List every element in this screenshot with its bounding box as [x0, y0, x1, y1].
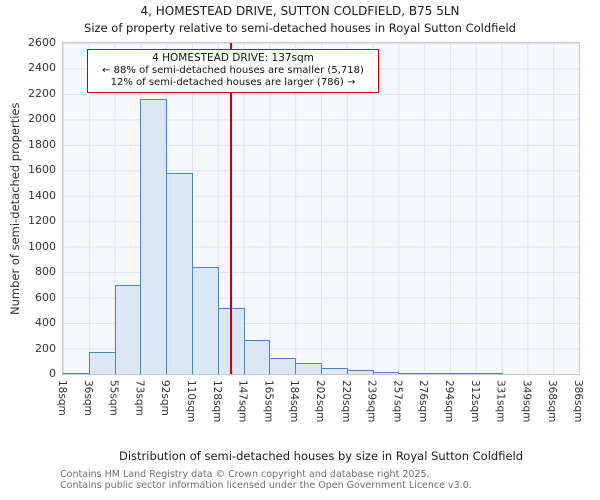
annotation-larger-stat: 12% of semi-detached houses are larger (… — [110, 77, 356, 88]
y-axis-tick-labels: 0 200 400 600 800 1000 1200 1400 1600 1800 2000 220… — [0, 37, 56, 380]
y-axis-tick-label: 1000 — [28, 239, 56, 253]
x-axis-tick-label: 18sqm — [56, 380, 68, 416]
y-axis-tick-label: 2400 — [28, 61, 56, 75]
x-axis-tick-label: 147sqm — [236, 380, 249, 423]
histogram-bar — [346, 370, 374, 374]
x-axis-tick-label: 36sqm — [81, 380, 94, 416]
annotation-property-size: 4 HOMESTEAD DRIVE: 137sqm — [152, 52, 314, 64]
annotation-smaller-stat: ← 88% of semi-detached houses are smalle… — [102, 65, 364, 76]
y-axis-tick-label: 1200 — [28, 214, 56, 228]
y-axis-tick-label: 2000 — [28, 112, 56, 126]
y-axis-tick-label: 200 — [35, 341, 56, 355]
x-axis-tick-label: 128sqm — [210, 380, 223, 423]
plot-area: 4 HOMESTEAD DRIVE: 137sqm ← 88% of semi-… — [62, 42, 580, 375]
x-axis-tick-label: 220sqm — [339, 380, 352, 423]
y-axis-tick-label: 800 — [35, 265, 56, 279]
x-axis-tick-label: 368sqm — [546, 380, 559, 423]
x-axis-label: Distribution of semi-detached houses by … — [118, 449, 524, 463]
histogram-bar — [63, 372, 90, 374]
x-axis-tick-label: 349sqm — [520, 380, 533, 423]
histogram-bar — [372, 372, 400, 374]
x-axis-tick-label: 165sqm — [262, 380, 275, 423]
histogram-bar — [269, 358, 297, 374]
x-axis-tick-label: 257sqm — [391, 380, 404, 423]
x-axis-tick-label: 276sqm — [417, 380, 430, 423]
histogram-bar — [424, 373, 451, 374]
histogram-bar — [475, 373, 503, 374]
histogram-bar — [450, 373, 477, 374]
x-axis-tick-label: 55sqm — [107, 380, 120, 416]
x-axis-tick-label: 184sqm — [288, 380, 301, 423]
histogram-bar — [140, 99, 168, 374]
histogram-bar — [243, 340, 271, 374]
y-axis-tick-label: 1400 — [28, 188, 56, 202]
annotation-box: 4 HOMESTEAD DRIVE: 137sqm ← 88% of semi-… — [87, 49, 379, 93]
attribution-footer: Contains HM Land Registry data © Crown c… — [60, 469, 590, 491]
x-axis-tick-label: 294sqm — [443, 380, 455, 423]
y-axis-tick-label: 2200 — [28, 86, 56, 100]
histogram-bar — [295, 363, 322, 374]
y-axis-tick-label: 1600 — [28, 163, 56, 177]
x-axis-tick-label: 202sqm — [314, 380, 326, 423]
histogram-bar — [114, 284, 142, 374]
x-axis-tick-label: 312sqm — [468, 380, 481, 423]
histogram-bar — [398, 372, 426, 374]
chart-title: 4, HOMESTEAD DRIVE, SUTTON COLDFIELD, B7… — [140, 4, 460, 18]
attribution-line-1: Contains HM Land Registry data © Crown c… — [60, 469, 430, 480]
x-axis-tick-label: 331sqm — [494, 380, 507, 423]
histogram-bar — [192, 267, 219, 374]
histogram-bar — [166, 172, 193, 374]
x-axis-tick-label: 110sqm — [185, 380, 197, 423]
x-axis-tick-label: 92sqm — [159, 380, 172, 416]
y-axis-tick-label: 400 — [35, 316, 56, 330]
property-size-marker-line — [229, 43, 232, 374]
x-axis-tick-labels: 18sqm 36sqm 55sqm 73sqm 92sqm 110sqm 128sqm 147… — [56, 380, 584, 444]
histogram-bar — [88, 351, 116, 374]
x-axis-tick-label: 73sqm — [133, 380, 146, 416]
attribution-line-2: Contains public sector information licen… — [60, 480, 472, 491]
y-axis-tick-label: 600 — [35, 290, 56, 304]
y-axis-tick-label: 1800 — [28, 137, 56, 151]
histogram-bar — [321, 367, 348, 374]
chart-subtitle: Size of property relative to semi-detach… — [84, 21, 516, 35]
x-axis-tick-label: 239sqm — [365, 380, 378, 423]
x-axis-tick-label: 386sqm — [572, 380, 584, 423]
y-axis-tick-label: 0 — [49, 367, 56, 380]
y-axis-tick-label: 2600 — [28, 36, 56, 49]
